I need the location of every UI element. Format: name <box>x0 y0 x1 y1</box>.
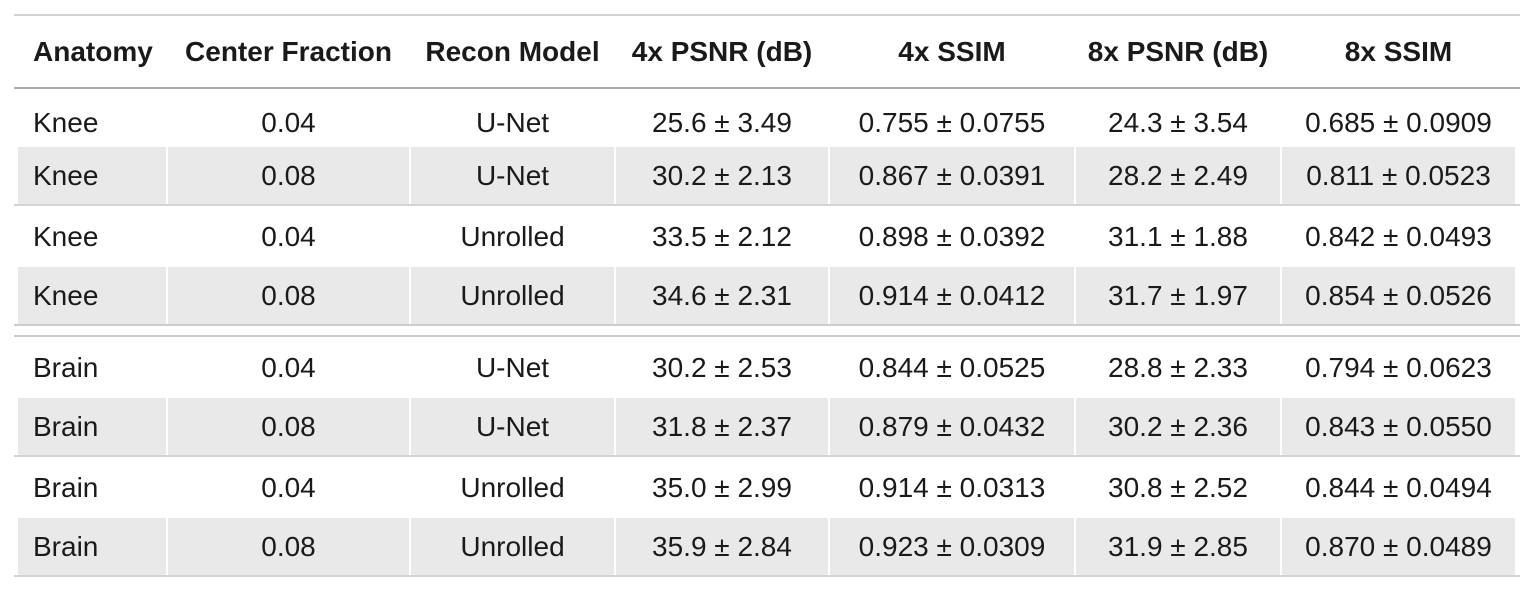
cell-recon-model: U-Net <box>475 351 550 383</box>
section-separator-bottom <box>14 335 1520 337</box>
bottom-rule <box>14 575 1520 577</box>
cell-anatomy: Brain <box>18 398 166 455</box>
cell-4x-ssim: 0.755 ± 0.0755 <box>858 107 1046 138</box>
cell-4x-psnr: 25.6 ± 3.49 <box>652 107 792 138</box>
column-header-recon-model: Recon Model <box>425 35 600 67</box>
cell-anatomy: Knee <box>33 107 99 138</box>
section-gap <box>14 326 1520 335</box>
cell-4x-psnr: 35.9 ± 2.84 <box>616 518 828 575</box>
cell-8x-psnr: 30.8 ± 2.52 <box>1108 471 1248 503</box>
cell-4x-psnr: 34.6 ± 2.31 <box>616 267 828 324</box>
cell-8x-psnr: 28.2 ± 2.49 <box>1076 147 1280 204</box>
cell-4x-psnr: 31.8 ± 2.37 <box>616 398 828 455</box>
header-rule <box>14 87 1520 89</box>
cell-anatomy: Knee <box>18 147 166 204</box>
cell-center-fraction: 0.04 <box>261 471 316 503</box>
cell-center-fraction: 0.08 <box>168 518 409 575</box>
cell-4x-psnr: 30.2 ± 2.53 <box>652 351 792 383</box>
table-row: Knee 0.08 U-Net 30.2 ± 2.13 0.867 ± 0.03… <box>18 147 1515 204</box>
cell-4x-ssim: 0.867 ± 0.0391 <box>830 147 1074 204</box>
cell-4x-ssim: 0.898 ± 0.0392 <box>858 220 1046 252</box>
table-row: Brain 0.08 U-Net 31.8 ± 2.37 0.879 ± 0.0… <box>18 398 1515 455</box>
column-header-8x-ssim: 8x SSIM <box>1344 35 1453 67</box>
cell-center-fraction: 0.08 <box>168 267 409 324</box>
cell-8x-psnr: 28.8 ± 2.33 <box>1108 351 1248 383</box>
cell-anatomy: Brain <box>33 471 99 503</box>
cell-recon-model: Unrolled <box>411 518 614 575</box>
cell-8x-ssim: 0.854 ± 0.0526 <box>1282 267 1515 324</box>
table-row: Knee 0.04 U-Net 25.6 ± 3.49 0.755 ± 0.07… <box>18 89 1515 147</box>
cell-4x-psnr: 35.0 ± 2.99 <box>652 471 792 503</box>
cell-8x-ssim: 0.870 ± 0.0489 <box>1282 518 1515 575</box>
cell-4x-psnr: 33.5 ± 2.12 <box>652 220 792 252</box>
cell-4x-ssim: 0.923 ± 0.0309 <box>830 518 1074 575</box>
column-header-4x-psnr: 4x PSNR (dB) <box>631 35 813 67</box>
cell-4x-ssim: 0.914 ± 0.0412 <box>830 267 1074 324</box>
cell-center-fraction: 0.08 <box>168 398 409 455</box>
cell-4x-ssim: 0.844 ± 0.0525 <box>858 351 1046 383</box>
cell-8x-psnr: 31.9 ± 2.85 <box>1076 518 1280 575</box>
cell-anatomy: Brain <box>33 351 99 383</box>
cell-8x-psnr: 30.2 ± 2.36 <box>1076 398 1280 455</box>
table-header-row: Anatomy Center Fraction Recon Model 4x P… <box>18 16 1515 87</box>
group-separator <box>14 455 1520 457</box>
cell-8x-ssim: 0.843 ± 0.0550 <box>1282 398 1515 455</box>
column-header-8x-psnr: 8x PSNR (dB) <box>1087 35 1269 67</box>
cell-4x-psnr: 30.2 ± 2.13 <box>616 147 828 204</box>
results-table: Anatomy Center Fraction Recon Model 4x P… <box>14 14 1520 577</box>
cell-8x-ssim: 0.844 ± 0.0494 <box>1305 471 1492 503</box>
cell-center-fraction: 0.04 <box>261 220 316 252</box>
cell-center-fraction: 0.04 <box>261 107 316 138</box>
cell-8x-ssim: 0.685 ± 0.0909 <box>1305 107 1492 138</box>
column-header-4x-ssim: 4x SSIM <box>898 35 1006 67</box>
cell-8x-ssim: 0.842 ± 0.0493 <box>1305 220 1492 252</box>
table-row: Knee 0.04 Unrolled 33.5 ± 2.12 0.898 ± 0… <box>18 206 1515 267</box>
table-row: Brain 0.04 Unrolled 35.0 ± 2.99 0.914 ± … <box>18 457 1515 518</box>
cell-8x-psnr: 31.1 ± 1.88 <box>1108 220 1248 252</box>
column-header-center-fraction: Center Fraction <box>185 35 392 67</box>
cell-4x-ssim: 0.879 ± 0.0432 <box>830 398 1074 455</box>
cell-anatomy: Knee <box>33 220 99 252</box>
cell-recon-model: U-Net <box>411 147 614 204</box>
group-separator <box>14 204 1520 206</box>
cell-8x-ssim: 0.811 ± 0.0523 <box>1282 147 1515 204</box>
top-rule <box>14 14 1520 16</box>
table-row: Brain 0.08 Unrolled 35.9 ± 2.84 0.923 ± … <box>18 518 1515 575</box>
cell-recon-model: U-Net <box>411 398 614 455</box>
cell-anatomy: Brain <box>18 518 166 575</box>
cell-recon-model: Unrolled <box>460 220 565 252</box>
cell-recon-model: U-Net <box>475 107 550 138</box>
cell-8x-psnr: 31.7 ± 1.97 <box>1076 267 1280 324</box>
column-header-anatomy: Anatomy <box>33 35 153 67</box>
cell-center-fraction: 0.08 <box>168 147 409 204</box>
table-row: Brain 0.04 U-Net 30.2 ± 2.53 0.844 ± 0.0… <box>18 337 1515 398</box>
cell-4x-ssim: 0.914 ± 0.0313 <box>858 471 1046 503</box>
cell-recon-model: Unrolled <box>460 471 565 503</box>
cell-anatomy: Knee <box>18 267 166 324</box>
cell-center-fraction: 0.04 <box>261 351 316 383</box>
cell-recon-model: Unrolled <box>411 267 614 324</box>
table-row: Knee 0.08 Unrolled 34.6 ± 2.31 0.914 ± 0… <box>18 267 1515 324</box>
cell-8x-psnr: 24.3 ± 3.54 <box>1108 107 1248 138</box>
cell-8x-ssim: 0.794 ± 0.0623 <box>1305 351 1492 383</box>
section-separator-top <box>14 324 1520 326</box>
